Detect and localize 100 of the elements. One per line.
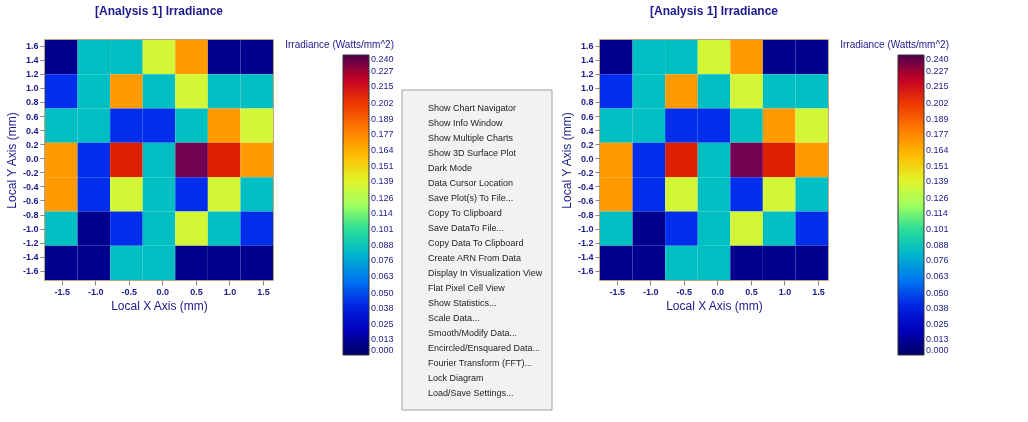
color-bar-label: 0.151 (371, 161, 394, 172)
text: Dark Mode (428, 162, 473, 173)
color-bar-label: 0.126 (926, 192, 949, 203)
color-bar-label: 0.000 (926, 345, 949, 355)
color-bar-label: 0.063 (926, 271, 949, 282)
color-bar-label: 0.013 (926, 333, 949, 344)
text: Smooth/Modify Data... (428, 327, 518, 338)
x-tick-label: 1.0 (223, 286, 237, 297)
y-tick-label: 0.2 (580, 139, 594, 150)
color-bar-label: 0.038 (926, 302, 949, 313)
color-bar-title: Irradiance (Watts/mm^2) (285, 39, 394, 50)
x-tick-label: -1.0 (88, 286, 104, 297)
text: Load/Save Settings... (428, 387, 514, 398)
color-bar-label: 0.114 (926, 207, 948, 218)
y-tick-label: -0.2 (22, 167, 39, 178)
color-bar-label: 0.025 (926, 318, 949, 329)
x-tick-label: -0.5 (121, 286, 138, 297)
y-tick-label: 1.2 (25, 69, 39, 80)
color-bar-label: 0.240 (371, 54, 394, 64)
color-bar-label: 0.076 (371, 255, 394, 265)
y-tick-label: -0.4 (22, 181, 39, 192)
y-axis-title: Local Y Axis (mm) (4, 112, 19, 209)
x-tick-label: -1.5 (609, 286, 626, 297)
color-bar-label: 0.088 (926, 240, 949, 250)
y-tick-label: -0.8 (577, 210, 594, 221)
text: Show Statistics... (428, 297, 497, 308)
color-bar-label: 0.215 (371, 81, 394, 92)
color-bar-label: 0.050 (371, 287, 394, 298)
chart-title: [Analysis 1] Irradiance (649, 4, 779, 18)
y-tick-label: 0.6 (580, 111, 594, 122)
x-tick-label: 0.0 (711, 286, 725, 297)
y-tick-label: 0.4 (25, 125, 39, 136)
color-bar-label: 0.076 (926, 255, 949, 265)
x-tick-label: -1.5 (54, 286, 71, 297)
y-tick-label: -1.2 (577, 238, 594, 249)
y-tick-label: -0.4 (577, 181, 594, 192)
color-bar-label: 0.189 (371, 113, 394, 124)
color-bar-label: 0.101 (371, 223, 394, 234)
y-tick-label: -1.6 (577, 266, 594, 277)
color-bar-label: 0.025 (371, 318, 394, 329)
color-bar-label: 0.202 (926, 97, 949, 108)
y-tick-label: 0.0 (25, 153, 39, 164)
color-bar-label: 0.189 (926, 113, 949, 124)
color-bar-label: 0.164 (371, 145, 394, 155)
color-bar-label: 0.215 (926, 81, 949, 92)
color-bar-label: 0.063 (371, 271, 394, 282)
x-axis-title: Local X Axis (mm) (111, 298, 208, 313)
text: Show Info Window (428, 117, 504, 128)
color-bar-label: 0.038 (371, 302, 394, 313)
x-tick-label: -1.0 (643, 286, 659, 297)
y-tick-label: 1.2 (580, 69, 594, 80)
x-tick-label: -0.5 (676, 286, 693, 297)
text: Show 3D Surface Plot (428, 147, 517, 158)
y-tick-label: 1.0 (580, 83, 594, 94)
y-tick-label: 0.4 (580, 125, 594, 136)
text: Data Cursor Location (428, 177, 514, 188)
text: Display In Visualization View (428, 267, 543, 278)
chart-title: [Analysis 1] Irradiance (94, 4, 224, 18)
y-tick-label: 0.8 (25, 97, 39, 108)
x-tick-label: 1.5 (812, 286, 825, 297)
text: Create ARN From Data (428, 252, 522, 263)
y-tick-label: -1.0 (22, 224, 39, 235)
x-tick-label: 0.0 (156, 286, 170, 297)
text: Fourier Transform (FFT)... (428, 357, 533, 368)
y-tick-label: 0.8 (580, 97, 594, 108)
y-tick-label: 1.4 (580, 55, 594, 66)
y-tick-label: -1.0 (577, 224, 594, 235)
color-bar-label: 0.114 (371, 207, 393, 218)
color-bar-label: 0.013 (371, 333, 394, 344)
color-bar-label: 0.227 (926, 66, 949, 77)
x-tick-label: 1.5 (257, 286, 270, 297)
text: Copy Data To Clipboard (428, 237, 524, 248)
color-bar-label: 0.000 (371, 345, 394, 355)
y-tick-label: -0.6 (22, 195, 39, 206)
y-tick-label: 0.6 (25, 111, 39, 122)
color-bar-label: 0.151 (926, 161, 949, 172)
text: Save DataTo File... (428, 222, 505, 233)
y-tick-label: -1.4 (22, 252, 39, 263)
y-tick-label: -0.2 (577, 167, 594, 178)
color-bar-label: 0.177 (926, 128, 949, 139)
y-tick-label: -0.8 (22, 210, 39, 221)
y-tick-label: 0.0 (580, 153, 594, 164)
text: Show Multiple Charts (428, 132, 514, 143)
y-tick-label: -1.4 (577, 252, 594, 263)
text: Flat Pixel Cell View (428, 282, 506, 293)
text: Save Plot(s) To File... (428, 192, 514, 203)
y-tick-label: 0.2 (25, 139, 39, 150)
x-tick-label: 0.5 (745, 286, 758, 297)
x-axis-title: Local X Axis (mm) (666, 298, 763, 313)
color-bar-label: 0.126 (371, 192, 394, 203)
text: Scale Data... (428, 312, 480, 323)
text: Show Chart Navigator (428, 102, 517, 113)
color-bar-label: 0.202 (371, 97, 394, 108)
color-bar-label: 0.164 (926, 145, 949, 155)
color-bar-label: 0.177 (371, 128, 394, 139)
x-tick-label: 1.0 (778, 286, 792, 297)
text: Encircled/Ensquared Data... (428, 342, 541, 353)
color-bar-label: 0.101 (926, 223, 949, 234)
y-tick-label: 1.0 (25, 83, 39, 94)
y-axis-title: Local Y Axis (mm) (559, 112, 574, 209)
